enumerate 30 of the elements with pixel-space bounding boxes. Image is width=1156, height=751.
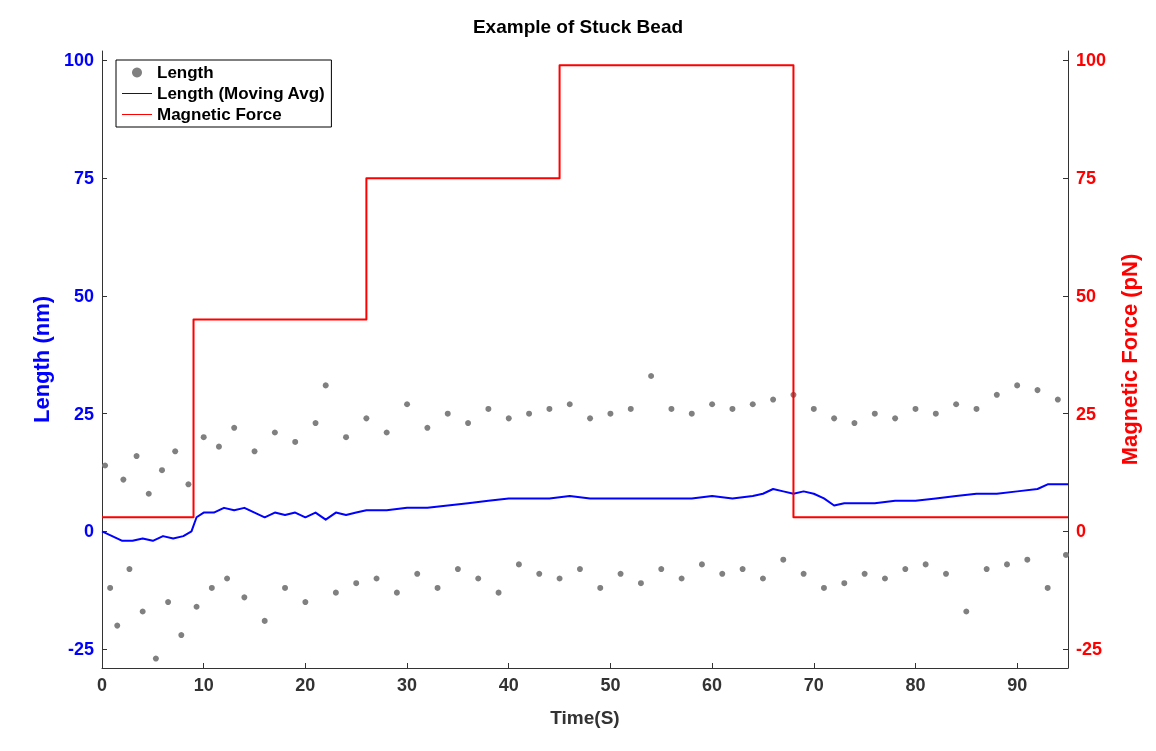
legend-label: Length (Moving Avg) — [157, 84, 325, 103]
y-tick-label: 75 — [73, 168, 94, 189]
y2-tick-label: -25 — [1076, 639, 1103, 660]
x-tick-label: 60 — [702, 675, 723, 695]
y2-tick-label: 0 — [1076, 521, 1087, 542]
legend-label: Length — [157, 63, 214, 82]
x-tick-label: 80 — [905, 675, 926, 695]
chart-title: Example of Stuck Bead — [472, 16, 684, 37]
x-axis-title: Time(S) — [550, 707, 620, 728]
y2-tick-label: 75 — [1076, 168, 1097, 189]
x-tick-label: 30 — [397, 675, 418, 695]
y-tick-label: 25 — [73, 403, 94, 424]
legend-label: Magnetic Force — [157, 105, 282, 124]
x-tick-label: 20 — [295, 675, 316, 695]
x-tick-label: 0 — [96, 675, 108, 695]
y2-axis-title: Magnetic Force (pN) — [1116, 253, 1142, 466]
x-tick-label: 70 — [803, 675, 824, 695]
y2-tick-label: 25 — [1076, 403, 1097, 424]
y-tick-label: 50 — [73, 285, 94, 306]
y-tick-label: -25 — [67, 639, 94, 660]
y2-tick-label: 50 — [1076, 285, 1097, 306]
line-series — [101, 483, 1069, 542]
y-tick-label: 100 — [63, 50, 94, 71]
y2-tick-label: 100 — [1076, 50, 1107, 71]
x-tick-label: 40 — [498, 675, 519, 695]
x-tick-label: 90 — [1007, 675, 1028, 695]
x-tick-label: 50 — [600, 675, 621, 695]
y-tick-label: 0 — [83, 521, 94, 542]
y-axis-title: Length (nm) — [28, 295, 54, 424]
x-tick-label: 10 — [193, 675, 214, 695]
